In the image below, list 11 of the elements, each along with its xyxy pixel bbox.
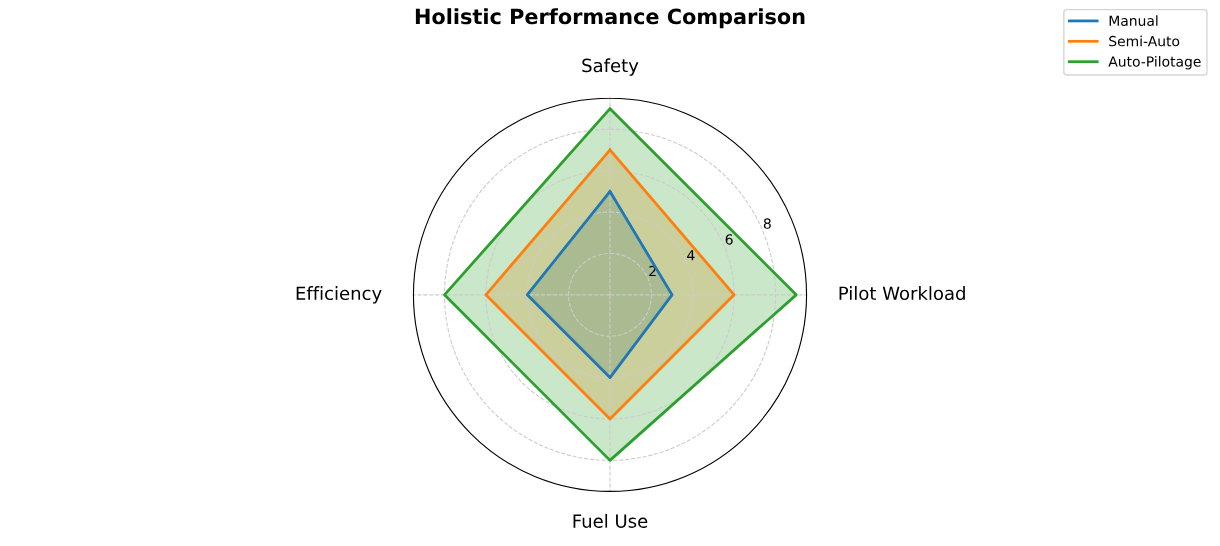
y-tick-label: 4 [687,250,695,261]
legend-label: Auto-Pilotage [1108,56,1201,70]
spoke-label: Fuel Use [573,513,648,528]
chart-title: Holistic Performance Comparison [415,8,805,29]
y-tick-label: 8 [763,218,771,229]
spoke-label: Efficiency [296,286,382,304]
spoke-label: Safety [582,58,639,76]
spoke-label: Pilot Workload [839,286,965,301]
y-tick-label: 6 [725,234,733,245]
legend-label: Semi-Auto [1109,35,1180,47]
legend-label: Manual [1109,15,1158,26]
